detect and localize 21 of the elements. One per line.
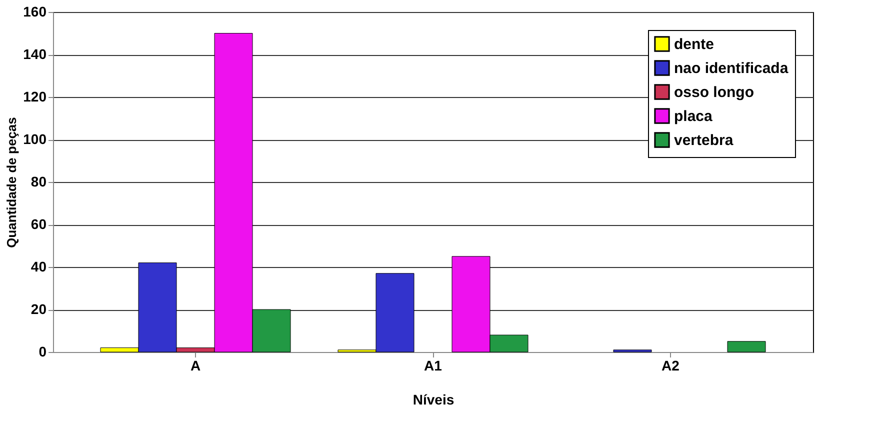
y-tick-label: 160 (23, 4, 47, 20)
y-tick-label: 0 (38, 344, 47, 360)
y-tick-label: 80 (30, 174, 47, 190)
legend-label: dente (674, 36, 714, 53)
y-tick-label: 120 (23, 88, 47, 104)
bar (613, 350, 652, 352)
y-tick-label: 20 (30, 301, 47, 317)
x-tick-label: A (190, 358, 201, 374)
legend-label: nao identificada (674, 60, 789, 77)
x-tick-label: A2 (662, 358, 680, 374)
y-axis-title: Quantidade de peças (4, 117, 20, 248)
y-tick-label: 140 (23, 46, 47, 62)
y-tick-label: 60 (30, 216, 47, 232)
y-tick-label: 40 (30, 258, 47, 274)
y-tick-label: 100 (23, 131, 47, 147)
legend-label: placa (674, 108, 714, 125)
legend-label: osso longo (674, 84, 754, 101)
bar (727, 341, 766, 352)
x-tick-label: A1 (424, 358, 442, 374)
legend-label: vertebra (674, 132, 734, 149)
x-axis-title: Níveis (412, 392, 454, 408)
